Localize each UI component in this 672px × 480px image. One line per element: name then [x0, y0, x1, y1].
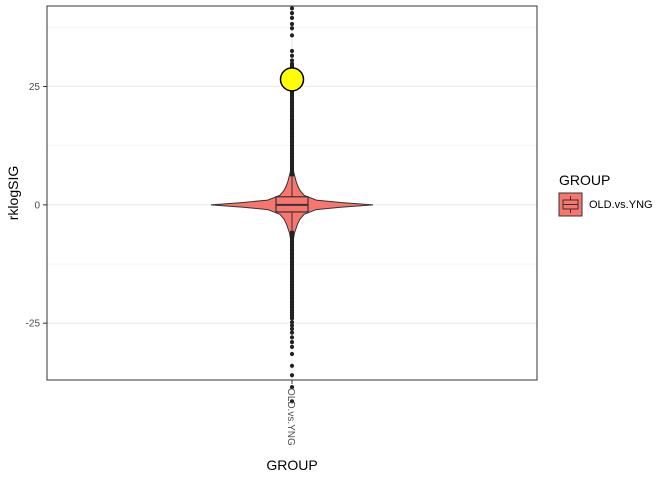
outlier-point: [289, 48, 295, 54]
outlier-point: [289, 58, 295, 63]
y-tick-label: 25: [29, 82, 41, 93]
outlier-point: [289, 326, 295, 331]
outlier-point: [289, 26, 295, 31]
outlier-point: [289, 11, 295, 16]
axes: -25 0 25 OLD.vs.YNG: [26, 82, 296, 446]
outlier-point: [289, 399, 295, 404]
y-tick-label: 0: [34, 200, 40, 211]
box-layer: [275, 176, 309, 231]
outlier-point: [289, 320, 295, 325]
y-tick-label: -25: [26, 319, 41, 330]
outlier-point: [289, 21, 295, 27]
outlier-point: [289, 363, 295, 368]
outlier-point: [289, 33, 295, 38]
outlier-point: [289, 373, 295, 378]
outlier-point: [289, 330, 295, 335]
outlier-point: [289, 15, 295, 20]
outlier-point: [289, 385, 295, 390]
legend: GROUP OLD.vs.YNG: [558, 172, 653, 217]
outlier-point: [289, 335, 295, 340]
outlier-point: [289, 351, 295, 357]
outlier-point: [289, 340, 295, 345]
legend-entry-label: OLD.vs.YNG: [589, 199, 653, 211]
outlier-point: [289, 53, 295, 58]
outlier-point: [289, 344, 295, 349]
highlight-layer: [279, 67, 305, 92]
x-axis-title: GROUP: [266, 457, 317, 473]
legend-title: GROUP: [559, 172, 610, 188]
x-tick-label: OLD.vs.YNG: [285, 388, 296, 446]
legend-key: [558, 192, 583, 217]
outlier-point: [289, 6, 295, 11]
outlier-point: [289, 323, 295, 328]
y-axis-title: rklogSIG: [5, 166, 21, 220]
highlight-point: [279, 67, 305, 92]
